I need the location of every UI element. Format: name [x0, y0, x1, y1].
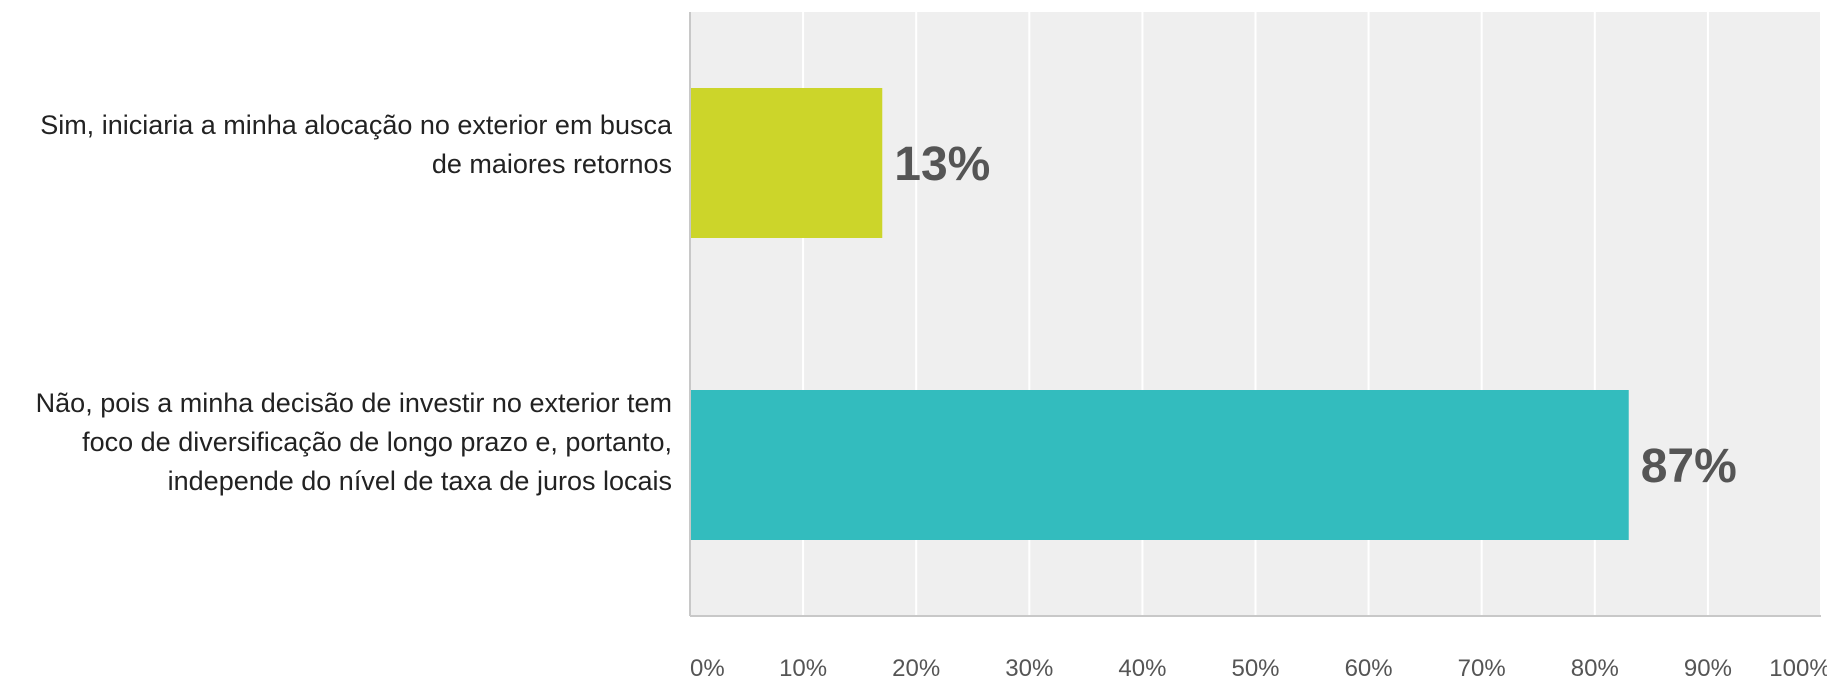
- category-label-sim: Sim, iniciaria a minha alocação no exter…: [40, 110, 672, 179]
- bar-0: [691, 88, 883, 238]
- x-tick-label: 30%: [1005, 655, 1053, 682]
- x-tick-label: 90%: [1684, 655, 1732, 682]
- x-tick-label: 50%: [1231, 655, 1279, 682]
- x-tick-label: 40%: [1118, 655, 1166, 682]
- x-tick-label: 80%: [1571, 655, 1619, 682]
- data-label-1: 87%: [1641, 440, 1737, 493]
- bar-1: [691, 390, 1629, 540]
- x-tick-label: 60%: [1345, 655, 1393, 682]
- category-label-nao: Não, pois a minha decisão de investir no…: [35, 388, 672, 496]
- x-tick-label: 70%: [1458, 655, 1506, 682]
- x-tick-label: 100%: [1769, 655, 1827, 682]
- bars: [691, 88, 1629, 540]
- data-label-0: 13%: [894, 138, 990, 191]
- data-labels: 13% 87%: [894, 138, 1737, 493]
- x-tick-label: 20%: [892, 655, 940, 682]
- x-tick-labels: 0% 10% 20% 30% 40% 50% 60% 70% 80% 90% 100%: [690, 655, 1827, 682]
- x-tick-label: 0%: [690, 655, 725, 682]
- x-tick-label: 10%: [779, 655, 827, 682]
